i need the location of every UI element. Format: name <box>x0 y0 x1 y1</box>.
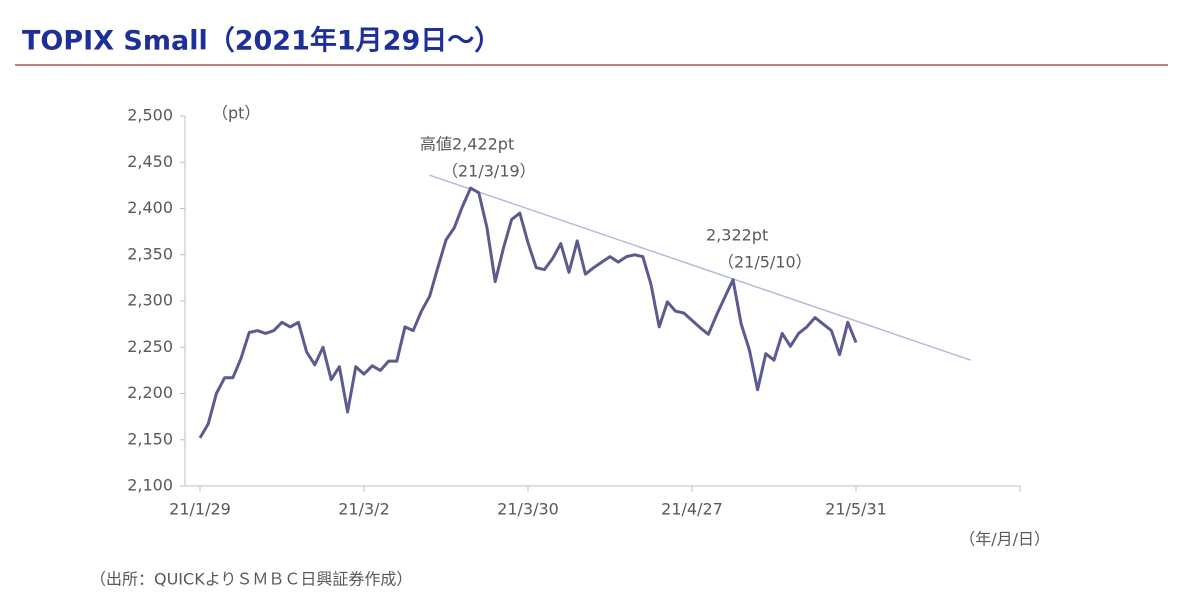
annotation: （21/3/19） <box>442 162 536 181</box>
x-tick-label: 21/5/31 <box>825 500 887 519</box>
annotation: 高値2,422pt <box>420 135 514 154</box>
annotation: （21/5/10） <box>718 253 812 272</box>
y-tick-label: 2,200 <box>127 383 173 402</box>
y-tick-label: 2,100 <box>127 476 173 495</box>
x-axis-label: （年/月/日） <box>959 530 1050 549</box>
x-tick-label: 21/3/30 <box>497 500 559 519</box>
x-tick-label: 21/1/29 <box>169 500 231 519</box>
y-axis-label: （pt） <box>212 104 260 123</box>
x-tick-label: 21/4/27 <box>661 500 723 519</box>
trendline <box>429 174 972 361</box>
line-series <box>198 186 858 439</box>
y-tick-label: 2,250 <box>127 337 173 356</box>
y-tick-label: 2,450 <box>127 152 173 171</box>
annotation: 2,322pt <box>706 226 768 245</box>
y-tick-label: 2,300 <box>127 291 173 310</box>
y-tick-label: 2,350 <box>127 244 173 263</box>
y-tick-label: 2,400 <box>127 198 173 217</box>
y-tick-label: 2,150 <box>127 429 173 448</box>
source-note: （出所：QUICKよりＳＭＢＣ日興証券作成） <box>90 570 412 589</box>
y-tick-label: 2,500 <box>127 106 173 125</box>
chart-title: TOPIX Small（2021年1月29日～） <box>22 25 501 57</box>
x-tick-label: 21/3/2 <box>338 500 390 519</box>
